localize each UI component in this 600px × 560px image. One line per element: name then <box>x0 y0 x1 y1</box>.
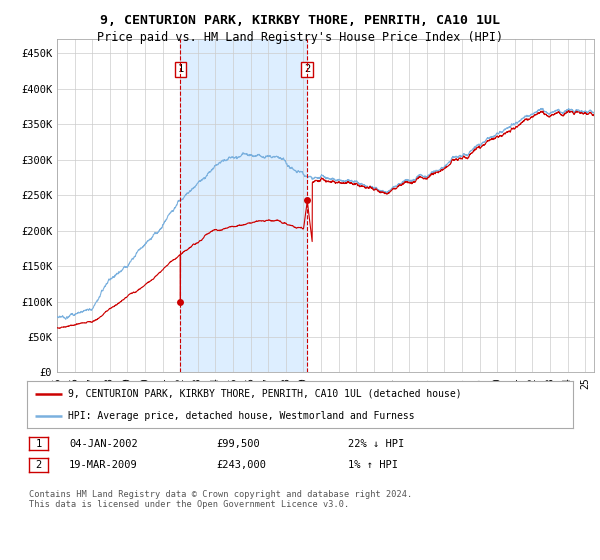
Text: 2: 2 <box>35 460 41 470</box>
Text: 1: 1 <box>35 438 41 449</box>
Text: 22% ↓ HPI: 22% ↓ HPI <box>348 438 404 449</box>
Text: 9, CENTURION PARK, KIRKBY THORE, PENRITH, CA10 1UL (detached house): 9, CENTURION PARK, KIRKBY THORE, PENRITH… <box>68 389 461 399</box>
Text: Price paid vs. HM Land Registry's House Price Index (HPI): Price paid vs. HM Land Registry's House … <box>97 31 503 44</box>
Text: £99,500: £99,500 <box>216 438 260 449</box>
Text: £243,000: £243,000 <box>216 460 266 470</box>
Text: 04-JAN-2002: 04-JAN-2002 <box>69 438 138 449</box>
Text: HPI: Average price, detached house, Westmorland and Furness: HPI: Average price, detached house, West… <box>68 410 415 421</box>
Text: 19-MAR-2009: 19-MAR-2009 <box>69 460 138 470</box>
Text: 1: 1 <box>177 64 184 74</box>
Bar <box>181 39 307 372</box>
Text: Contains HM Land Registry data © Crown copyright and database right 2024.
This d: Contains HM Land Registry data © Crown c… <box>29 490 412 510</box>
Text: 9, CENTURION PARK, KIRKBY THORE, PENRITH, CA10 1UL: 9, CENTURION PARK, KIRKBY THORE, PENRITH… <box>100 14 500 27</box>
Text: 1% ↑ HPI: 1% ↑ HPI <box>348 460 398 470</box>
Text: 2: 2 <box>304 64 310 74</box>
